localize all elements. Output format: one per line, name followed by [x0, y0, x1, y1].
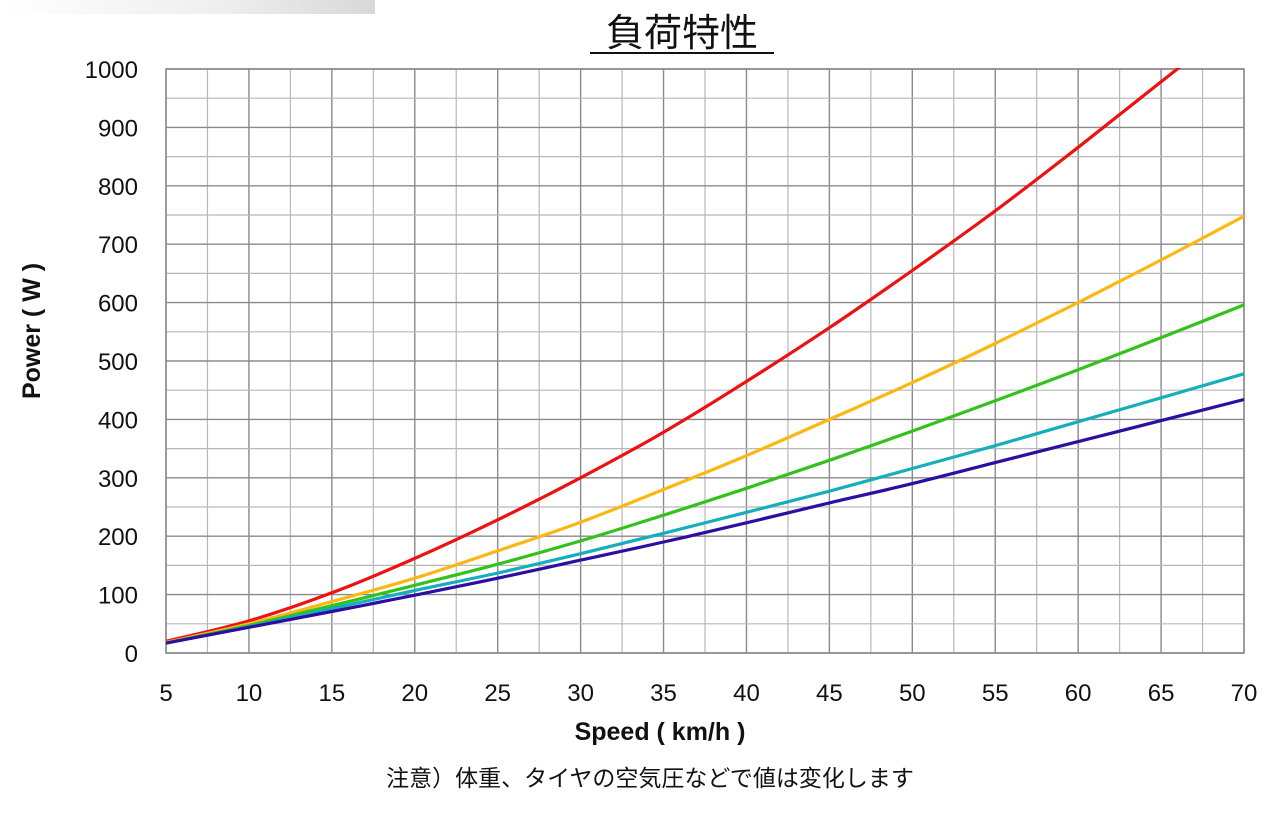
series-line-3 [166, 303, 1244, 645]
y-tick-label: 500 [98, 349, 138, 376]
y-tick-labels: 0 100 200 300 400 500 600 700 800 900 1000 [85, 57, 138, 668]
x-tick-label: 25 [484, 680, 511, 707]
corner-shade [0, 0, 375, 14]
plot-frame [165, 68, 1245, 654]
x-tick-labels: 5 10 15 20 25 30 35 40 45 50 55 60 65 70 [159, 680, 1257, 707]
x-tick-label: 55 [982, 680, 1009, 707]
x-axis-label: Speed ( km/h ) [575, 718, 746, 746]
y-tick-label: 600 [98, 291, 138, 318]
x-tick-label: 40 [733, 680, 760, 707]
series-line-1 [166, 68, 1182, 643]
y-tick-label: 300 [98, 466, 138, 493]
footnote: 注意）体重、タイヤの空気圧などで値は変化します [386, 766, 914, 792]
y-tick-label: 400 [98, 407, 138, 434]
grid [165, 68, 1245, 654]
y-tick-label: 100 [98, 583, 138, 610]
x-tick-label: 10 [236, 680, 263, 707]
x-tick-label: 65 [1148, 680, 1175, 707]
series-lines [166, 68, 1244, 645]
chart-title: 負荷特性 [606, 11, 758, 55]
y-tick-label: 200 [98, 524, 138, 551]
x-tick-label: 35 [650, 680, 677, 707]
y-tick-label: 0 [125, 641, 138, 668]
series-line-2 [166, 214, 1244, 645]
y-tick-label: 1000 [85, 57, 138, 84]
x-tick-label: 5 [159, 680, 172, 707]
y-tick-label: 800 [98, 174, 138, 201]
series-line-4 [166, 372, 1244, 645]
x-tick-label: 30 [567, 680, 594, 707]
x-tick-label: 15 [318, 680, 345, 707]
y-tick-label: 700 [98, 232, 138, 259]
x-tick-label: 45 [816, 680, 843, 707]
y-tick-label: 900 [98, 115, 138, 142]
series-line-5 [166, 397, 1244, 645]
x-tick-label: 20 [401, 680, 428, 707]
x-tick-label: 50 [899, 680, 926, 707]
x-tick-label: 60 [1065, 680, 1092, 707]
x-tick-label: 70 [1231, 680, 1258, 707]
y-axis-label: Power ( W ) [18, 263, 46, 399]
